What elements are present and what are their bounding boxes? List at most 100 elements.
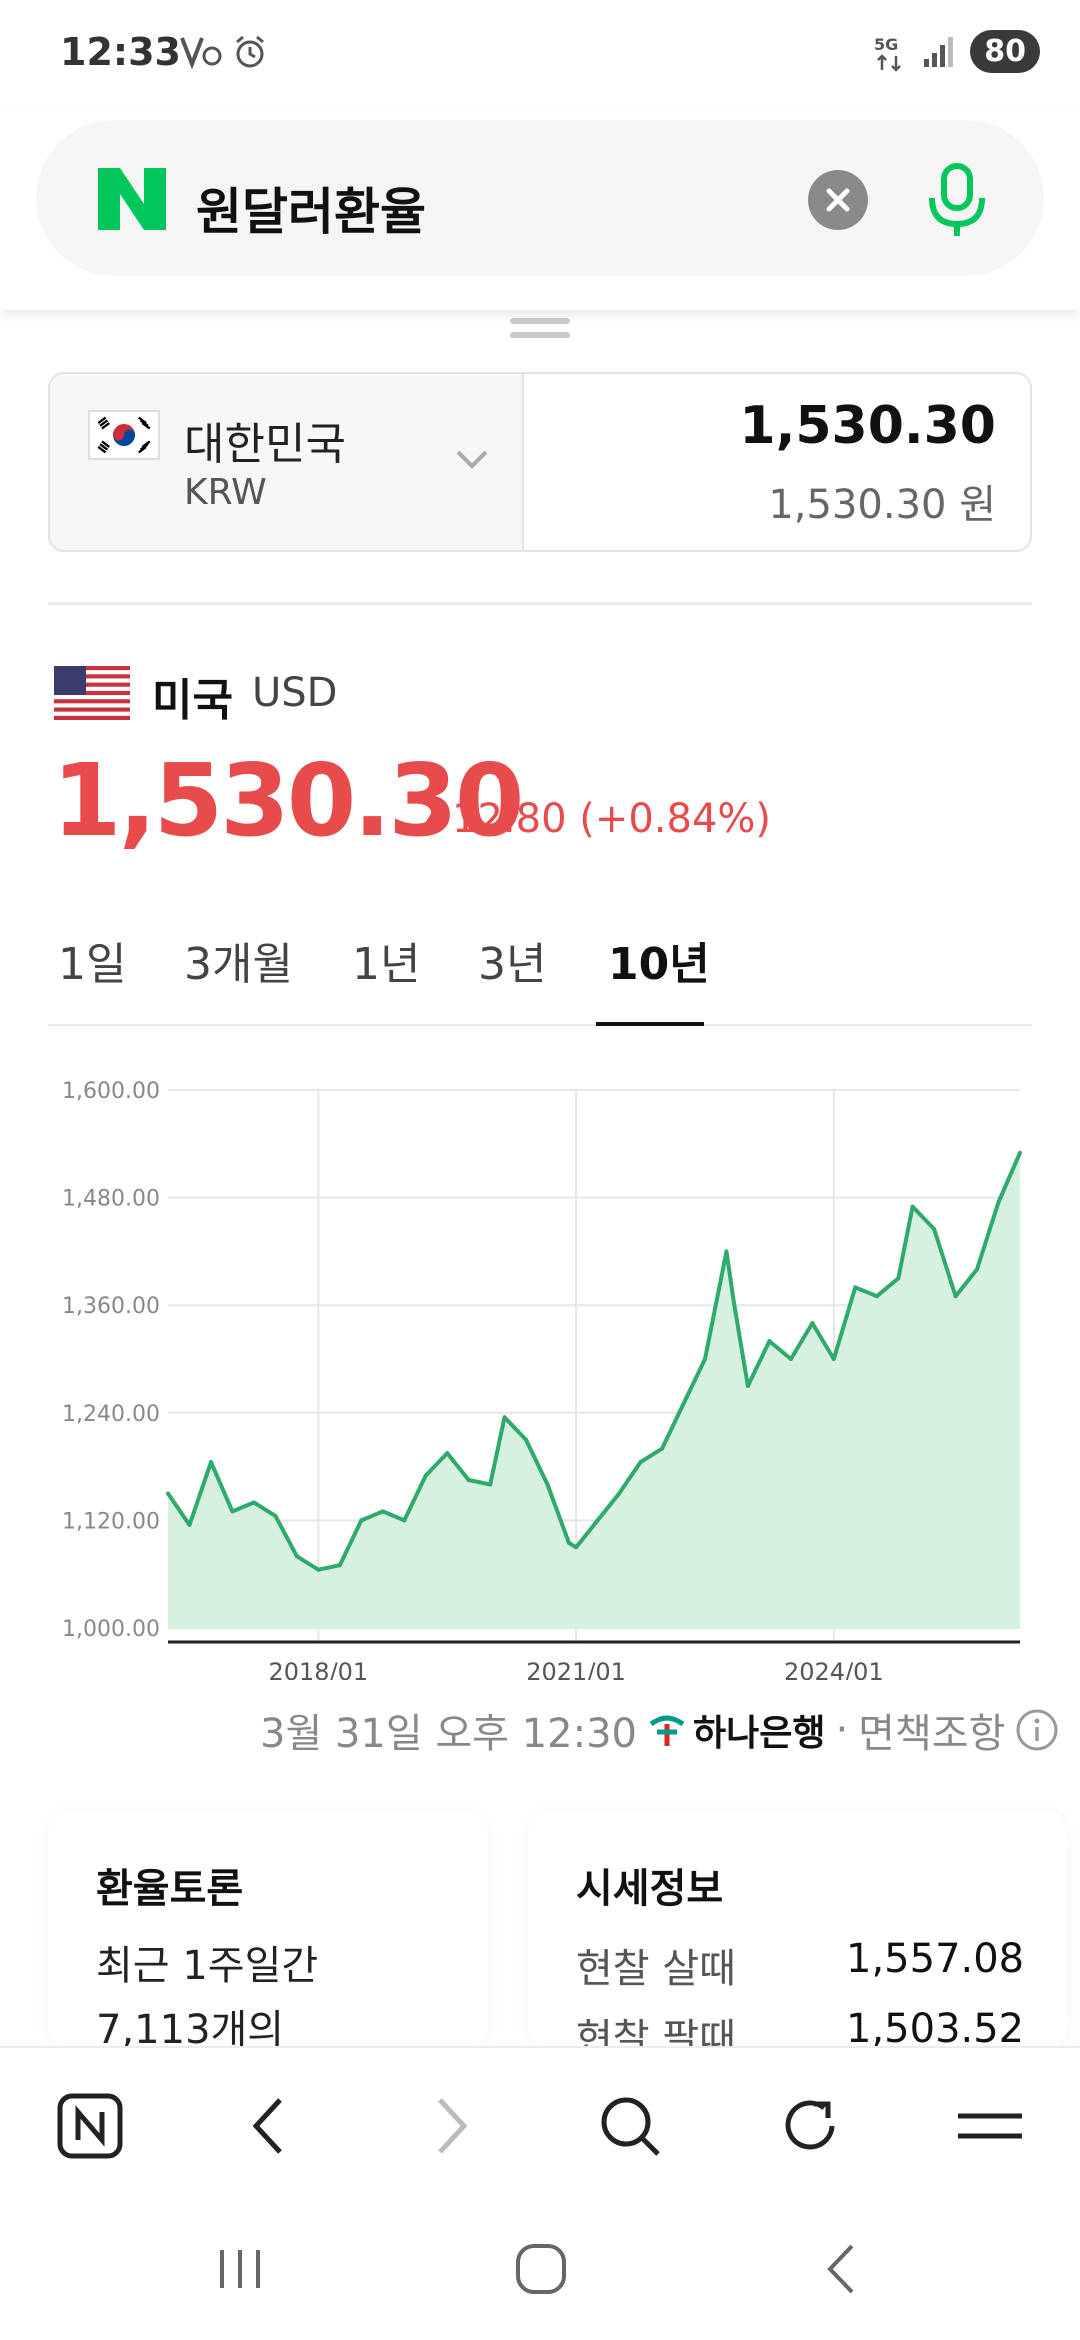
y-tick-label: 1,600.00: [62, 1079, 160, 1104]
search-box[interactable]: 원달러환율: [36, 120, 1044, 276]
card-line: 7,113개의: [96, 2007, 285, 2050]
y-tick-label: 1,120.00: [62, 1509, 160, 1534]
status-icons-right: 5G 80: [872, 30, 1040, 73]
data-point: [702, 1357, 707, 1361]
period-tabs: 1일 3개월 1년 3년 10년: [48, 920, 1032, 1026]
separator-dot: ·: [835, 1707, 849, 1753]
discussion-card[interactable]: 환율토론 최근 1주일간 7,113개의: [48, 1810, 488, 2050]
system-nav-bar: [0, 2196, 1080, 2340]
data-point: [502, 1415, 507, 1420]
data-point: [208, 1460, 213, 1465]
currency-converter: 대한민국 KRW 1,530.30 1,530.30 원: [48, 372, 1032, 552]
data-point: [975, 1267, 980, 1272]
data-point: [380, 1509, 385, 1514]
status-icons-left: [178, 34, 268, 70]
refresh-icon[interactable]: [774, 2090, 846, 2162]
tab-3y[interactable]: 3년: [478, 939, 547, 990]
data-point: [294, 1554, 299, 1559]
price-row: 현찰 팔때 1,503.52: [576, 2006, 1024, 2050]
data-point: [745, 1383, 750, 1388]
recents-icon[interactable]: [206, 2234, 276, 2304]
price-label: 현찰 살때: [576, 1946, 736, 1992]
data-point: [996, 1200, 1001, 1205]
tab-1d[interactable]: 1일: [58, 939, 127, 990]
disclaimer-link[interactable]: 면책조항: [858, 1711, 1006, 1757]
y-tick-label: 1,000.00: [62, 1617, 160, 1642]
amount-won: 1,530.30 원: [768, 482, 996, 528]
korea-flag-icon: [88, 410, 160, 460]
tab-3m[interactable]: 3개월: [184, 939, 293, 990]
system-back-icon[interactable]: [808, 2234, 878, 2304]
amount-input[interactable]: 1,530.30 1,530.30 원: [524, 374, 1030, 550]
rate-change: 12.80 (+0.84%): [452, 796, 772, 842]
data-point: [853, 1285, 858, 1290]
menu-icon[interactable]: [954, 2090, 1026, 2162]
source-currency-selector[interactable]: 대한민국 KRW: [50, 374, 524, 550]
price-value: 1,557.08: [846, 1936, 1025, 1982]
data-point: [724, 1249, 729, 1254]
naver-logo-icon[interactable]: [98, 168, 166, 230]
data-point: [445, 1451, 450, 1456]
data-point: [831, 1357, 836, 1361]
data-point: [545, 1482, 550, 1487]
alarm-icon: [236, 35, 264, 68]
data-point: [466, 1478, 471, 1483]
data-point: [953, 1294, 958, 1299]
info-icon[interactable]: [1015, 1708, 1059, 1752]
data-point: [681, 1401, 686, 1406]
naver-home-icon[interactable]: [54, 2090, 126, 2162]
search-input[interactable]: 원달러환율: [196, 183, 426, 241]
divider: [48, 602, 1032, 605]
us-flag-icon: [54, 666, 130, 720]
back-icon[interactable]: [234, 2090, 306, 2162]
card-title: 환율토론: [96, 1866, 244, 1912]
hana-bank-icon: [649, 1715, 685, 1746]
triangle-up-icon: [422, 812, 442, 828]
tab-10y[interactable]: 10년: [608, 939, 710, 990]
data-point: [874, 1294, 879, 1299]
source-code: KRW: [184, 472, 267, 513]
card-title: 시세정보: [576, 1866, 724, 1912]
price-label: 현찰 팔때: [576, 2016, 736, 2050]
bank-name: 하나은행: [692, 1713, 826, 1754]
data-point: [1018, 1150, 1022, 1155]
card-line: 최근 1주일간: [96, 1943, 319, 1989]
data-point: [660, 1446, 665, 1451]
data-point: [423, 1473, 428, 1478]
price-value: 1,503.52: [846, 2006, 1025, 2050]
data-point: [488, 1482, 493, 1487]
forward-icon[interactable]: [414, 2090, 486, 2162]
exchange-rate-chart[interactable]: 1,000.00 1,120.00 1,240.00 1,360.00 1,480.00…: [40, 1060, 1040, 1680]
data-point: [932, 1226, 937, 1231]
y-tick-label: 1,240.00: [62, 1402, 160, 1427]
data-point: [788, 1357, 793, 1361]
target-code: USD: [252, 670, 338, 716]
data-point: [251, 1500, 256, 1505]
data-point: [767, 1339, 772, 1344]
data-point: [402, 1518, 407, 1523]
market-info-card[interactable]: 시세정보 현찰 살때 1,557.08 현찰 팔때 1,503.52: [528, 1810, 1068, 2050]
clear-search-button[interactable]: [808, 170, 868, 230]
data-point: [166, 1491, 170, 1496]
5g-network-icon: 5G: [874, 35, 902, 72]
exchange-rate: 1,530.30: [52, 742, 524, 859]
data-point: [359, 1518, 364, 1523]
y-tick-label: 1,360.00: [62, 1294, 160, 1319]
battery-indicator: 80: [970, 30, 1040, 73]
search-icon[interactable]: [594, 2090, 666, 2162]
tab-1y[interactable]: 1년: [352, 939, 421, 990]
source-line: 3월 31일 오후 12:30 하나은행 · 면책조항: [260, 1700, 1059, 1760]
data-point: [316, 1567, 321, 1572]
data-point: [273, 1513, 278, 1518]
mic-icon[interactable]: [912, 154, 1002, 244]
home-icon[interactable]: [506, 2234, 576, 2304]
data-point: [638, 1460, 643, 1465]
target-country: 미국: [152, 675, 233, 726]
status-bar: 12:33 5G 80: [0, 0, 1080, 110]
data-point: [337, 1563, 342, 1568]
vpn-key-icon: [180, 37, 222, 70]
data-point: [187, 1522, 192, 1527]
x-tick-label: 2021/01: [526, 1658, 626, 1680]
source-country: 대한민국: [184, 419, 346, 470]
drag-handle[interactable]: [510, 318, 570, 348]
